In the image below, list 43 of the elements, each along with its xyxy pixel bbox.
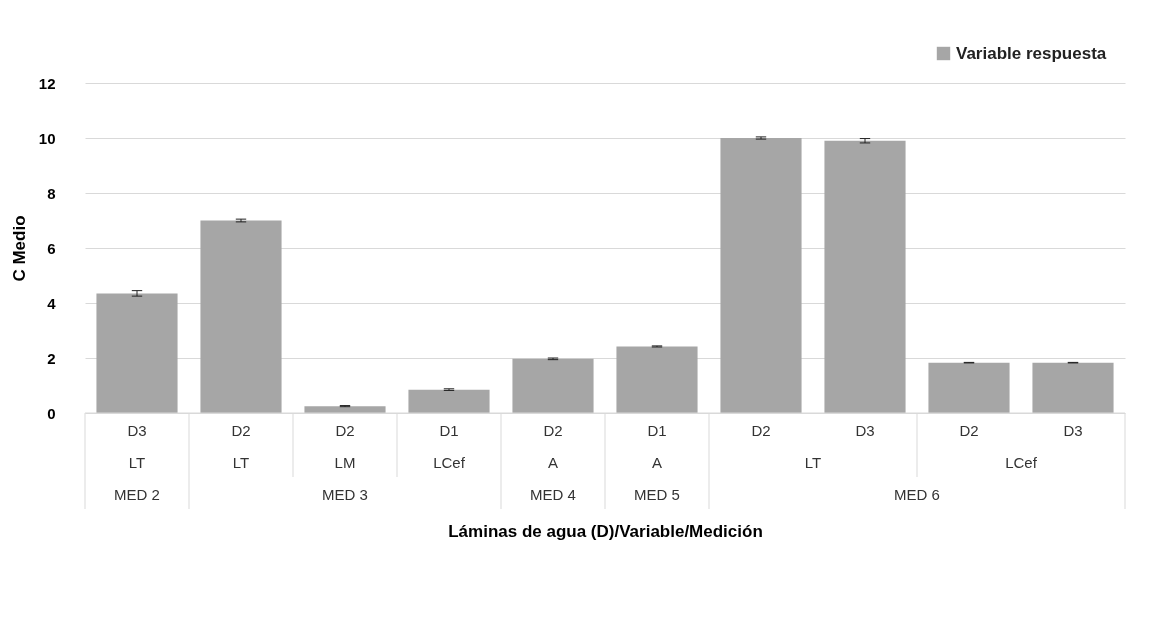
bar xyxy=(824,140,906,413)
x-tick-label: D1 xyxy=(647,422,667,439)
x-tick-label: D2 xyxy=(959,422,979,439)
bar xyxy=(304,406,386,413)
text: MED 3 xyxy=(322,486,368,503)
legend-label: Variable respuesta xyxy=(956,43,1107,63)
y-tick-label: 2 xyxy=(47,349,56,367)
x-tick-label: D2 xyxy=(335,422,355,439)
text: MED 2 xyxy=(114,486,160,503)
bar xyxy=(1032,362,1114,413)
y-tick-label: 4 xyxy=(47,294,57,312)
text: LCef xyxy=(1005,454,1038,471)
y-tick-label: 12 xyxy=(38,74,56,92)
bar xyxy=(512,358,594,413)
x-tick-label: D2 xyxy=(543,422,563,439)
y-tick-label: 10 xyxy=(38,129,56,147)
bar xyxy=(408,389,490,413)
bar xyxy=(200,220,282,413)
text: LT xyxy=(128,454,146,471)
text: A xyxy=(547,454,559,471)
x-axis-title: Láminas de agua (D)/Variable/Medición xyxy=(448,521,763,541)
text: LCef xyxy=(433,454,466,471)
x-tick-label: D2 xyxy=(231,422,251,439)
y-tick-label: 0 xyxy=(47,404,56,422)
text: LM xyxy=(334,454,356,471)
text: MED 6 xyxy=(894,486,940,503)
text: LT xyxy=(804,454,822,471)
y-axis-title: C Medio xyxy=(9,215,29,282)
text: LT xyxy=(232,454,250,471)
bar xyxy=(616,346,698,413)
x-tick-label: D3 xyxy=(855,422,875,439)
bar xyxy=(928,362,1010,413)
x-tick-label: D3 xyxy=(1063,422,1083,439)
bar xyxy=(720,138,802,413)
x-tick-label: D1 xyxy=(439,422,459,439)
text: MED 5 xyxy=(634,486,680,503)
y-tick-label: 6 xyxy=(47,239,56,257)
text: A xyxy=(651,454,663,471)
y-tick-label: 8 xyxy=(47,184,56,202)
x-tick-label: D2 xyxy=(751,422,771,439)
text: MED 4 xyxy=(530,486,576,503)
bar xyxy=(96,293,178,413)
x-tick-label: D3 xyxy=(127,422,147,439)
